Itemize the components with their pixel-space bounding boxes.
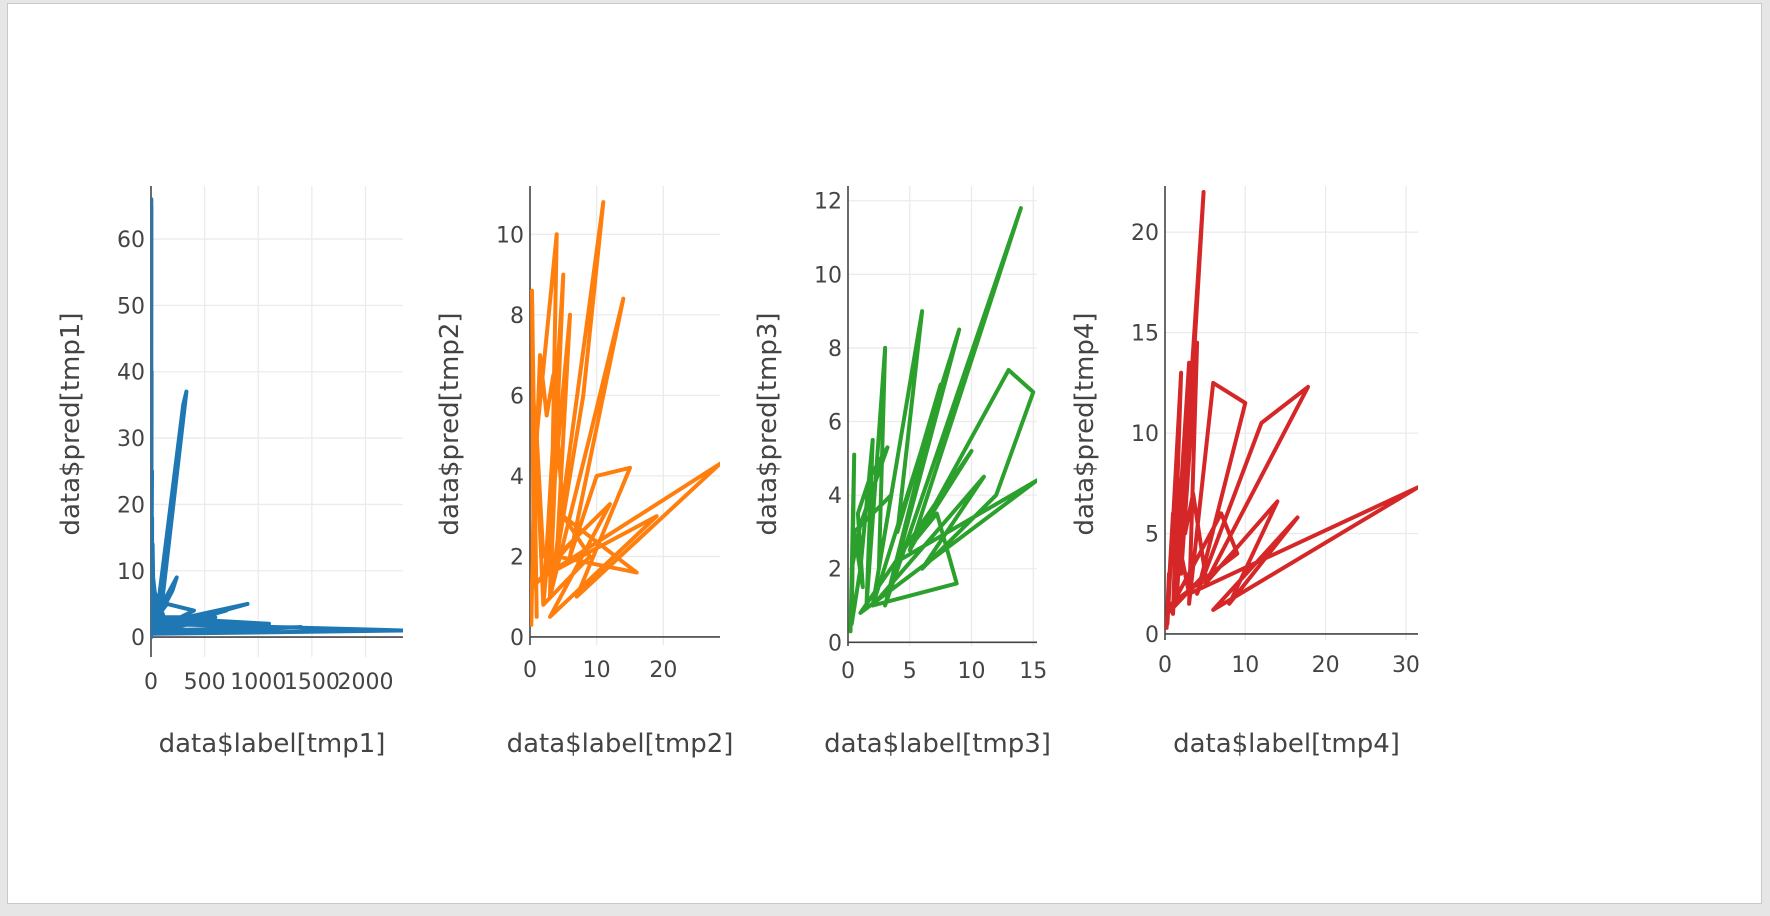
x-tick-label: 0 bbox=[523, 658, 537, 683]
x-tick-label: 10 bbox=[1231, 653, 1259, 678]
y-axis-title: data$pred[tmp2] bbox=[435, 312, 465, 535]
x-axis-title: data$label[tmp2] bbox=[507, 729, 734, 759]
x-tick-label: 0 bbox=[841, 659, 855, 684]
y-tick-label: 15 bbox=[1131, 322, 1159, 347]
y-tick-label: 40 bbox=[117, 361, 145, 386]
x-tick-label: 20 bbox=[649, 658, 677, 683]
x-tick-label: 10 bbox=[958, 659, 986, 684]
y-tick-label: 50 bbox=[117, 294, 145, 319]
x-tick-label: 30 bbox=[1392, 653, 1420, 678]
y-tick-label: 10 bbox=[1131, 422, 1159, 447]
y-tick-label: 20 bbox=[1131, 221, 1159, 246]
y-tick-label: 60 bbox=[117, 228, 145, 253]
y-tick-label: 0 bbox=[510, 626, 524, 651]
y-tick-label: 0 bbox=[131, 626, 145, 651]
x-axis-title: data$label[tmp4] bbox=[1173, 729, 1400, 759]
series-line bbox=[1165, 190, 1418, 630]
gridlines bbox=[151, 186, 403, 657]
y-tick-label: 2 bbox=[828, 558, 842, 583]
x-axis-title: data$label[tmp3] bbox=[824, 729, 1051, 759]
x-tick-label: 5 bbox=[903, 659, 917, 684]
y-axis-title: data$pred[tmp3] bbox=[753, 312, 783, 535]
x-tick-label: 500 bbox=[184, 670, 226, 695]
y-axis-title: data$pred[tmp4] bbox=[1070, 312, 1100, 535]
y-tick-label: 30 bbox=[117, 427, 145, 452]
x-tick-label: 10 bbox=[583, 658, 611, 683]
y-tick-label: 10 bbox=[117, 560, 145, 585]
y-tick-label: 8 bbox=[828, 337, 842, 362]
y-tick-label: 12 bbox=[814, 190, 842, 215]
x-tick-label: 1500 bbox=[284, 670, 340, 695]
subplot-4: 0 10 20 30 0 5 10 15 20 data$label[tmp4] data$pred… bbox=[1070, 186, 1420, 759]
y-tick-label: 0 bbox=[1145, 623, 1159, 648]
y-tick-label: 20 bbox=[117, 493, 145, 518]
y-tick-label: 0 bbox=[828, 631, 842, 656]
y-tick-label: 6 bbox=[828, 411, 842, 436]
y-axis-title: data$pred[tmp1] bbox=[56, 312, 86, 535]
y-tick-label: 10 bbox=[814, 263, 842, 288]
x-tick-label: 1000 bbox=[230, 670, 286, 695]
x-tick-label: 20 bbox=[1312, 653, 1340, 678]
x-tick-label: 0 bbox=[1158, 653, 1172, 678]
y-tick-label: 5 bbox=[1145, 523, 1159, 548]
plot-container: 0 500 1000 1500 2000 0 10 20 30 40 50 60 data$label[… bbox=[7, 3, 1762, 904]
series-line bbox=[530, 200, 720, 627]
x-tick-label: 2000 bbox=[337, 670, 393, 695]
subplot-2: 0 10 20 0 2 4 6 8 10 data$label[tmp2] data$pred[tm… bbox=[435, 186, 733, 759]
y-tick-label: 8 bbox=[510, 304, 524, 329]
y-tick-label: 6 bbox=[510, 384, 524, 409]
x-axis-title: data$label[tmp1] bbox=[159, 729, 386, 759]
x-tick-label: 0 bbox=[144, 670, 158, 695]
y-tick-label: 10 bbox=[496, 223, 524, 248]
y-tick-label: 4 bbox=[510, 465, 524, 490]
x-tick-label: 15 bbox=[1019, 659, 1047, 684]
y-tick-label: 4 bbox=[828, 484, 842, 509]
subplots-figure: 0 500 1000150020000102030405060data$label[… bbox=[56, 186, 1420, 759]
subplot-3: 0 5 10 15 0 2 4 6 8 10 12 data$label[tmp3] data$pred… bbox=[753, 186, 1051, 759]
y-tick-label: 2 bbox=[510, 545, 524, 570]
series-line bbox=[848, 206, 1037, 634]
series-line bbox=[151, 197, 403, 640]
